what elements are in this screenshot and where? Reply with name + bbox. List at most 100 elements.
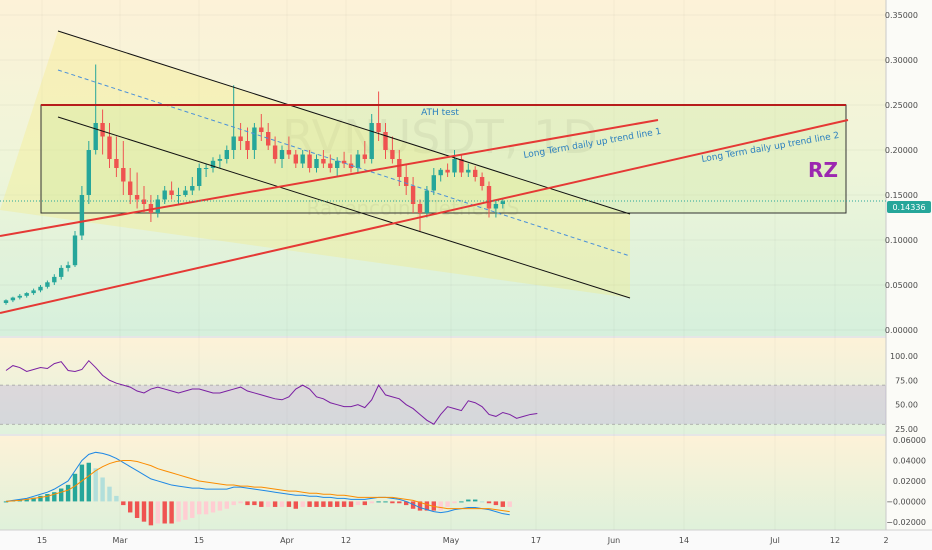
price-badge: 0.14336 [887,201,931,213]
candle-body [293,154,298,164]
candle-body [438,169,443,176]
macd-histogram-bar [445,501,450,507]
macd-histogram-bar [38,495,43,502]
macd-axis-tick: −0.02000 [886,518,926,527]
macd-histogram-bar [493,501,499,506]
macd-histogram-bar [79,464,85,502]
candle-body [486,186,492,209]
candle-body [479,177,485,186]
price-axis-bg [886,0,932,530]
candle-body [259,127,264,132]
candle-body [279,150,285,159]
macd-histogram-bar [169,501,174,524]
macd-histogram-bar [100,477,105,502]
macd-histogram-bar [473,499,478,502]
candle-body [424,190,430,213]
candle-body [217,159,223,161]
macd-histogram-bar [272,501,278,507]
macd-histogram-bar [93,468,98,502]
signal-line [5,460,510,513]
macd-histogram-bar [341,501,347,507]
candle-body [473,169,478,177]
candle-body [190,186,195,191]
candle-body [431,175,436,191]
macd-axis-tick: 0.06000 [893,436,926,445]
candle-body [445,169,450,173]
candle-body [410,186,416,204]
macd-histogram-bar [452,501,457,504]
candle-body [376,123,381,132]
candle-body [266,132,271,146]
macd-axis-tick: 0.02000 [893,477,926,486]
rsi-pane [0,359,886,425]
candle-body [155,199,160,213]
time-axis-tick: Jun [607,536,621,545]
candle-body [114,159,119,168]
price-badge-bg [887,201,931,213]
time-axis-tick: May [443,536,460,545]
trend-line-1 [0,119,659,237]
macd-histogram-bar [500,501,505,507]
macd-histogram-bar [231,501,236,506]
macd-histogram-bar [293,501,298,509]
macd-histogram-bar [507,501,512,507]
macd-histogram-bar [279,501,285,507]
price-axis-tick: 0.35000 [885,11,918,20]
macd-histogram-bar [486,501,492,504]
candle-body [252,127,257,150]
macd-histogram-bar [424,501,430,511]
channel-lower-line [57,116,631,299]
candle-body [3,300,9,303]
macd-histogram-bar [121,501,126,506]
candle-body [307,154,312,168]
macd-histogram-bar [286,501,292,507]
macd-histogram-bar [107,486,112,502]
macd-axis-tick: 0.04000 [893,457,926,466]
candle-body [169,190,174,195]
candle-body [128,181,133,195]
rsi-axis-tick: 100.00 [890,352,918,361]
macd-histogram-bar [348,501,354,507]
rsi-axis-tick: 50.00 [895,401,918,410]
macd-histogram-bar [24,499,29,502]
macd-histogram-bar [479,501,485,503]
time-axis-tick: Mar [112,536,128,545]
macd-histogram-bar [376,501,381,503]
candle-body [362,154,367,159]
rsi-line [5,359,538,425]
candle-body [197,168,202,186]
macd-histogram-bar [52,492,57,502]
macd-histogram-bar [59,488,64,502]
price-badge-text: 0.14336 [892,203,925,212]
rsi-pane-bg [0,338,886,434]
macd-histogram-bar [65,484,71,502]
macd-histogram-bar [259,501,264,507]
time-axis-tick: 12 [341,536,351,545]
macd-histogram-bar [410,501,416,509]
macd-histogram-bar [266,501,271,507]
candle-body [335,160,340,168]
channel-mid-line [57,69,631,257]
candle-body [300,154,305,164]
macd-histogram-bar [466,499,471,502]
candle-body [183,190,188,195]
candle-body [286,150,292,155]
time-axis-tick: Jul [769,536,780,545]
price-axis-tick: 0.00000 [885,326,918,335]
macd-histogram-bar [176,501,181,522]
rsi-axis-tick: 75.00 [895,376,918,385]
macd-histogram-bar [245,501,250,506]
candle-body [493,204,499,209]
candle-body [466,169,471,173]
zone-label[interactable]: RZ [808,158,838,182]
macd-histogram-bar [314,501,319,507]
candle-body [355,154,361,168]
candle-body [24,293,29,296]
macd-histogram-bar [307,501,312,507]
candle-body [397,159,402,177]
macd-histogram-bar [141,501,147,522]
macd-pane [3,451,512,526]
ath-test-label[interactable]: ATH test [421,108,459,118]
candle-body [86,150,91,195]
